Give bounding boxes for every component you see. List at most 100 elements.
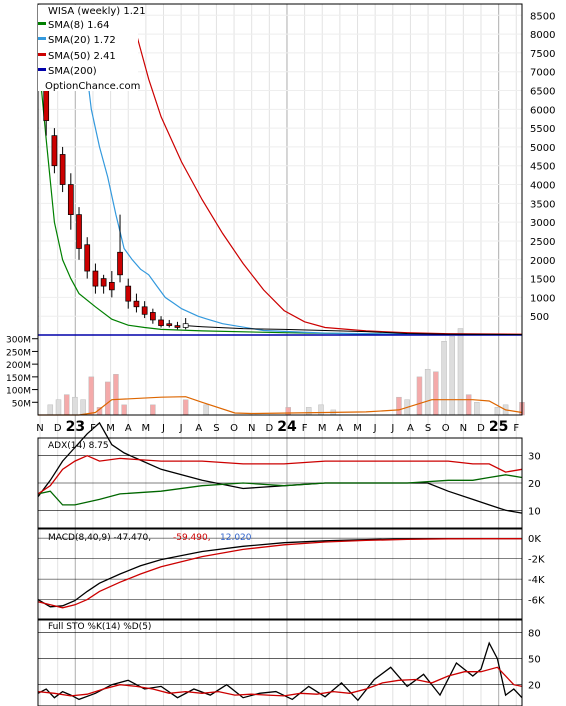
x-tick-label: M xyxy=(142,423,151,434)
y-tick-label: 500 xyxy=(530,312,549,323)
candle-body xyxy=(100,278,107,287)
x-tick-label: J xyxy=(390,423,394,434)
y-tick-label: 8500 xyxy=(530,11,555,22)
watermark: OptionChance.com xyxy=(45,81,140,92)
sto-title: Full STO %K(14) %D(5) xyxy=(48,622,151,632)
y-tick-label: 2500 xyxy=(530,237,555,248)
candle-body xyxy=(51,135,58,167)
x-tick-label: S xyxy=(213,423,219,434)
candle-body xyxy=(141,306,148,315)
indicator-line-di xyxy=(37,474,523,506)
volume-bar xyxy=(150,404,156,416)
x-tick-label: S xyxy=(425,423,431,434)
legend-swatch-sma8 xyxy=(38,22,46,25)
x-tick-label: A xyxy=(407,423,414,434)
y-tick-label: 2000 xyxy=(530,256,555,267)
y-tick-label: 7500 xyxy=(530,49,555,60)
volume-tick-label: 200M xyxy=(6,361,31,371)
adx-title: ADX(14) 8.75 xyxy=(48,441,109,451)
y-tick-label: 1000 xyxy=(530,293,555,304)
indicator-tick-label: 80 xyxy=(528,629,541,640)
volume-bar xyxy=(433,371,439,416)
panel-frame xyxy=(37,3,523,416)
volume-tick-label: 50M xyxy=(12,399,31,409)
macd-hist-value: 12.020 xyxy=(220,533,252,543)
candle-body xyxy=(76,214,82,249)
panel-frame xyxy=(37,528,523,620)
x-tick-label: M xyxy=(318,423,327,434)
macd-signal-value: -59.490, xyxy=(173,533,211,543)
volume-bar xyxy=(465,394,472,416)
indicator-tick-label: 30 xyxy=(528,452,541,463)
candle-body xyxy=(108,281,115,291)
indicator-line-signal xyxy=(37,538,522,609)
indicator-tick-label: 50 xyxy=(528,655,541,666)
x-tick-label: 24 xyxy=(277,419,297,435)
panel-frame xyxy=(37,437,523,529)
volume-bar xyxy=(72,396,78,416)
legend-sma50: SMA(50) 2.41 xyxy=(48,51,116,62)
volume-tick-label: 250M xyxy=(6,348,31,358)
candle-body xyxy=(117,251,123,276)
volume-tick-label: 300M xyxy=(6,336,31,346)
indicator-tick-label: -4K xyxy=(528,575,545,586)
y-tick-label: 5500 xyxy=(530,124,555,135)
legend-swatch-sma20 xyxy=(38,37,46,40)
y-tick-label: 6500 xyxy=(530,87,555,98)
axis-labels: N D 23 F M A M J J A S O N D 24 F M A M J J A S O N D 25 F850080007… xyxy=(6,11,555,691)
x-tick-label: F xyxy=(302,423,308,434)
y-tick-label: 5000 xyxy=(530,143,555,154)
x-tick-label: J xyxy=(373,423,377,434)
y-tick-label: 1500 xyxy=(530,275,555,286)
candle-body xyxy=(174,325,181,328)
y-tick-label: 7000 xyxy=(530,68,555,79)
indicator-tick-label: 20 xyxy=(528,681,541,692)
x-tick-label: D xyxy=(265,423,273,434)
x-tick-label: O xyxy=(442,423,450,434)
y-tick-label: 8000 xyxy=(530,30,555,41)
candle-body xyxy=(84,244,91,272)
indicator-tick-label: -6K xyxy=(528,596,545,607)
volume-bar xyxy=(441,341,447,416)
volume-bar xyxy=(305,407,312,416)
panel-frame xyxy=(37,619,523,706)
indicator-tick-label: 0K xyxy=(528,534,541,545)
indicator-line-di xyxy=(37,454,523,495)
x-tick-label: D xyxy=(477,423,485,434)
x-tick-label: J xyxy=(179,423,183,434)
candle-body xyxy=(149,312,156,321)
price-line xyxy=(185,325,523,336)
volume-bar xyxy=(182,399,189,416)
volume-average-line xyxy=(38,396,523,416)
legend-swatch-sma50 xyxy=(38,53,46,56)
indicator-tick-label: 20 xyxy=(528,479,541,490)
volume-bar xyxy=(396,396,402,416)
volume-bar xyxy=(494,407,501,416)
indicator-tick-label: -2K xyxy=(528,555,545,566)
x-tick-label: A xyxy=(125,423,132,434)
x-tick-label: M xyxy=(106,423,115,434)
candle-body xyxy=(125,285,132,302)
x-tick-label: N xyxy=(460,423,467,434)
x-tick-label: F xyxy=(90,423,96,434)
volume-bar xyxy=(449,335,456,416)
legend-swatch-sma200 xyxy=(38,68,46,71)
x-tick-label: J xyxy=(161,423,165,434)
volume-panel xyxy=(38,328,525,416)
volume-bar xyxy=(424,368,431,416)
legend-box xyxy=(38,5,138,91)
x-tick-label: O xyxy=(230,423,238,434)
volume-bar xyxy=(104,381,111,416)
x-tick-label: M xyxy=(353,423,362,434)
candle-body xyxy=(166,323,173,326)
candle-body xyxy=(133,300,140,308)
indicator-panels xyxy=(37,421,523,702)
volume-bar xyxy=(285,407,291,416)
panel-frames xyxy=(37,3,523,706)
volume-bar xyxy=(55,399,62,416)
legend-sma20: SMA(20) 1.72 xyxy=(48,35,116,46)
volume-bar xyxy=(203,404,209,416)
volume-tick-label: 150M xyxy=(6,374,31,384)
